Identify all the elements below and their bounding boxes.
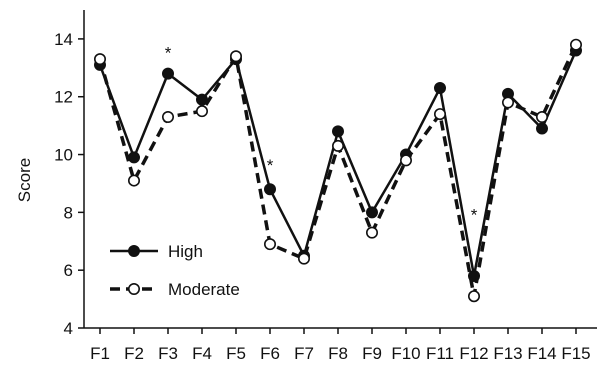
y-tick-label: 10: [54, 146, 73, 165]
x-axis: F1 F2 F3 F4 F5 F6 F7 F8 F9 F10 F11 F12 F13 F14 F15: [84, 327, 597, 363]
data-point: [535, 110, 548, 123]
legend-label: Moderate: [168, 280, 240, 299]
x-tick-label: F5: [226, 344, 246, 363]
y-tick-label: 4: [64, 319, 73, 338]
legend-label: High: [168, 242, 203, 261]
data-point: [297, 252, 310, 265]
x-tick-label: F13: [493, 344, 522, 363]
significance-marker: *: [267, 156, 274, 175]
x-tick-label: F6: [260, 344, 280, 363]
series-moderate: [94, 38, 582, 303]
data-point: [331, 125, 344, 138]
x-tick-label: F11: [426, 344, 454, 363]
x-tick-label: F15: [561, 344, 590, 363]
data-point: [433, 108, 446, 121]
data-point: [535, 122, 548, 135]
data-point: [230, 50, 243, 63]
x-tick-label: F3: [158, 344, 178, 363]
annotation-layer: * * *: [165, 43, 478, 224]
data-point: [569, 38, 582, 51]
data-point: [128, 174, 141, 187]
data-point: [263, 183, 276, 196]
x-tick-label: F4: [192, 344, 212, 363]
x-tick-label: F12: [459, 344, 488, 363]
x-tick-label: F2: [124, 344, 144, 363]
data-point: [501, 96, 514, 109]
legend-entry: High: [110, 242, 203, 261]
data-point: [399, 154, 412, 167]
y-tick-label: 6: [64, 261, 73, 280]
x-tick-label: F14: [527, 344, 556, 363]
x-tick-label: F1: [90, 344, 110, 363]
legend-marker: [128, 282, 141, 295]
y-tick-label: 14: [54, 30, 73, 49]
y-tick-label: 12: [54, 88, 73, 107]
legend-marker: [128, 245, 141, 258]
series-layer: [94, 38, 582, 303]
data-point: [365, 226, 378, 239]
y-tick-label: 8: [64, 203, 73, 222]
data-point: [433, 82, 446, 95]
data-point: [467, 290, 480, 303]
legend-entry: Moderate: [110, 280, 240, 299]
x-tick-label: F10: [391, 344, 420, 363]
x-tick-label: F7: [294, 344, 314, 363]
data-point: [196, 105, 209, 118]
data-point: [331, 139, 344, 152]
y-axis-title: Score: [15, 158, 34, 202]
data-point: [162, 67, 175, 80]
data-point: [263, 238, 276, 251]
legend: High Moderate: [110, 242, 240, 299]
y-axis: 4 6 8 10 12 14: [54, 10, 85, 338]
significance-marker: *: [471, 205, 478, 224]
data-point: [94, 53, 107, 66]
significance-marker: *: [165, 43, 172, 62]
data-point: [162, 110, 175, 123]
x-tick-label: F9: [362, 344, 382, 363]
data-point: [128, 151, 141, 164]
x-tick-label: F8: [328, 344, 348, 363]
data-point: [365, 206, 378, 219]
